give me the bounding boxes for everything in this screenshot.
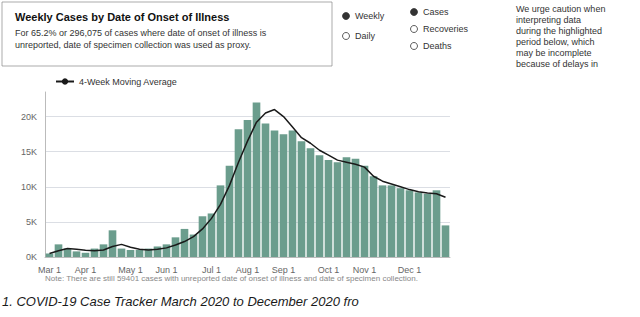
svg-text:Aug 1: Aug 1 (235, 264, 260, 275)
svg-text:Oct 1: Oct 1 (317, 264, 340, 275)
svg-text:Deaths: Deaths (423, 41, 452, 51)
svg-text:5K: 5K (26, 217, 37, 227)
svg-text:because of delays in: because of delays in (516, 59, 598, 69)
svg-text:may be incomplete: may be incomplete (516, 48, 592, 58)
svg-text:Cases: Cases (423, 7, 449, 17)
svg-text:Daily: Daily (355, 31, 376, 41)
svg-text:Sep 1: Sep 1 (271, 264, 296, 275)
svg-text:Weekly: Weekly (355, 11, 385, 21)
svg-text:period below, which: period below, which (516, 37, 595, 47)
svg-text:Mar 1: Mar 1 (38, 264, 61, 275)
svg-text:Weekly Cases by Date of Onset: Weekly Cases by Date of Onset of Illness (15, 11, 229, 23)
svg-text:15K: 15K (21, 147, 37, 157)
svg-text:interpreting data: interpreting data (516, 15, 581, 25)
svg-text:Nov 1: Nov 1 (352, 264, 377, 275)
svg-text:during the highlighted: during the highlighted (516, 26, 602, 36)
svg-text:Apr 1: Apr 1 (74, 264, 97, 275)
svg-text:4-Week Moving Average: 4-Week Moving Average (79, 77, 177, 87)
svg-text:0K: 0K (26, 252, 37, 262)
svg-text:For 65.2% or 296,075 of cases: For 65.2% or 296,075 of cases where date… (15, 28, 267, 38)
svg-text:We urge caution when: We urge caution when (516, 4, 605, 14)
svg-text:20K: 20K (21, 112, 37, 122)
svg-text:1. COVID-19 Case Tracker March: 1. COVID-19 Case Tracker March 2020 to D… (2, 294, 359, 309)
svg-text:unreported, date of specimen c: unreported, date of specimen collection … (15, 40, 251, 50)
svg-text:May 1: May 1 (118, 264, 143, 275)
svg-text:Recoveries: Recoveries (423, 24, 469, 34)
svg-text:10K: 10K (21, 182, 37, 192)
svg-text:Jul 1: Jul 1 (202, 264, 221, 275)
svg-text:Note: There are still 59401 ca: Note: There are still 59401 cases with u… (45, 274, 418, 283)
svg-text:Jun 1: Jun 1 (155, 264, 178, 275)
svg-text:Dec 1: Dec 1 (397, 264, 422, 275)
